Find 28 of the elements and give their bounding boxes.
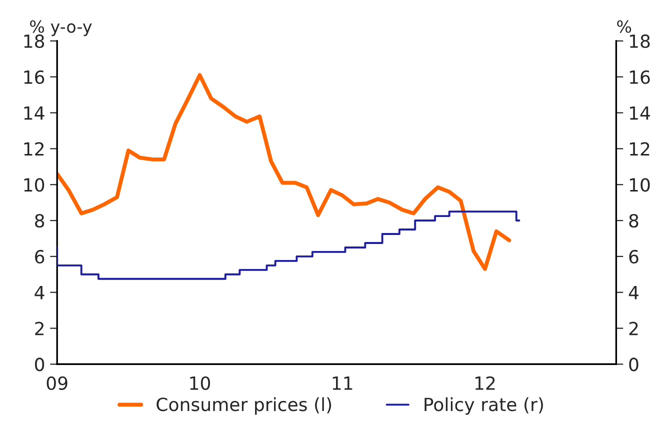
y2-tick-label: 4 [628,286,638,300]
y2-tick-label: 12 [630,142,650,156]
y2-tick-label: 0 [629,358,638,372]
y2-tick-label: 6 [629,250,638,264]
y-tick-label: 10 [24,178,44,192]
y2-tick-label: 8 [629,214,638,228]
y-tick-label: 18 [24,34,44,48]
y-tick-label: 8 [35,214,44,228]
y-tick-label: 12 [24,142,44,156]
y2-tick-label: 16 [630,70,650,84]
x-tick-label: 09 [46,376,68,390]
y2-tick-label: 2 [629,322,638,336]
y-tick-label: 0 [35,358,44,372]
legend-label: Policy rate (r) [424,397,543,415]
y-tick-label: 6 [35,250,44,264]
y2-tick-label: 10 [630,178,650,192]
y-tick-label: 14 [24,106,44,120]
x-tick-label: 11 [332,376,352,390]
y2-axis-title: % [617,20,632,33]
y2-tick-label: 14 [630,106,650,120]
legend-label: Consumer prices (l) [156,397,332,415]
y-tick-label: 2 [35,322,44,336]
y-tick-label: 4 [34,286,44,300]
line-series [57,73,512,271]
x-tick-label: 12 [475,376,495,390]
y2-tick-label: 18 [630,34,650,48]
x-tick-label: 10 [190,376,210,390]
y-tick-label: 16 [24,70,44,84]
